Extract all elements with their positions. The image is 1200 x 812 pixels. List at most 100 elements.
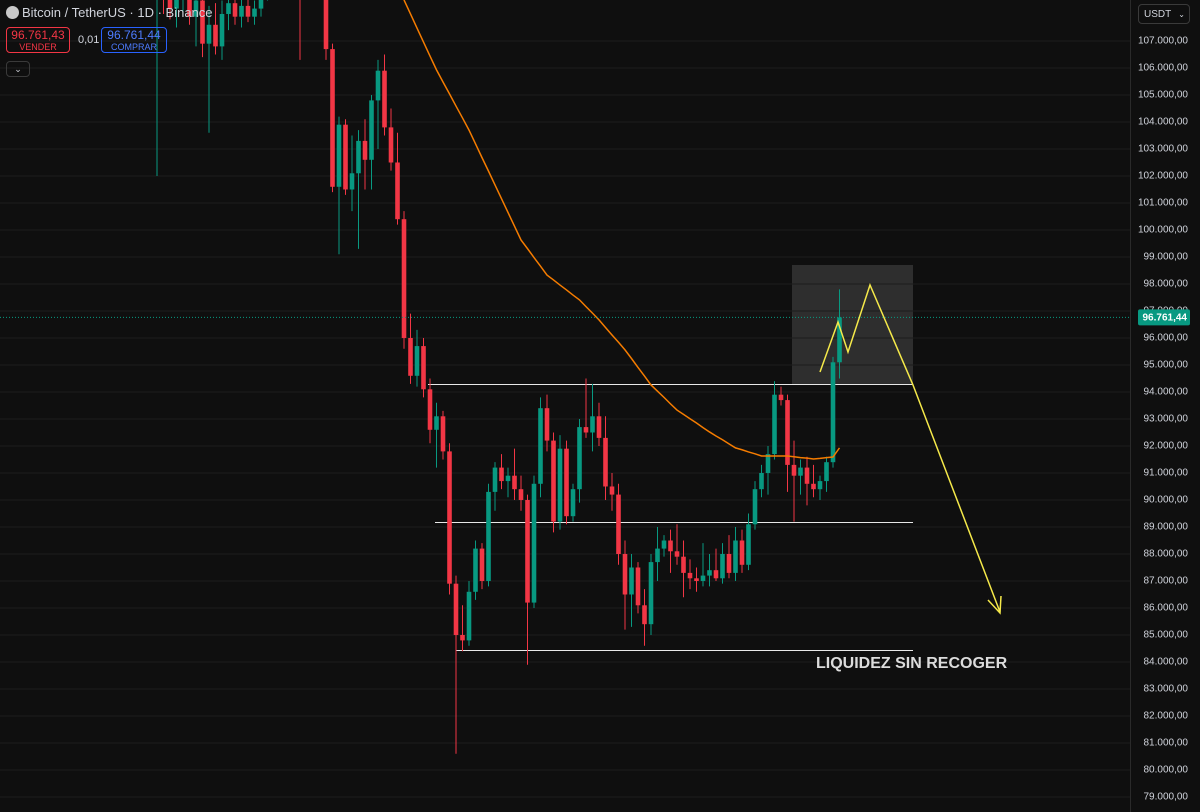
candle-body	[577, 427, 582, 490]
candle-body	[720, 553, 725, 579]
sell-button[interactable]: 96.761,43 VENDER	[6, 27, 70, 53]
projection-path	[819, 282, 1001, 613]
candle-body	[778, 394, 784, 401]
sell-price: 96.761,43	[11, 28, 65, 42]
y-tick-label: 95.000,00	[1144, 360, 1189, 371]
candle-body	[759, 472, 764, 490]
candle-body	[479, 548, 485, 581]
candle-body	[434, 416, 439, 430]
candle-body	[700, 575, 706, 581]
candle-body	[642, 605, 647, 625]
candle-body	[635, 567, 641, 606]
y-tick-label: 104.000,00	[1138, 117, 1188, 128]
candle-body	[629, 567, 634, 595]
candle-body	[245, 5, 251, 17]
candle-body	[531, 483, 537, 603]
spread: 0,01	[78, 34, 100, 46]
candle-body	[661, 540, 667, 549]
candle-body	[239, 5, 244, 17]
currency-select[interactable]: USDT ⌄	[1138, 4, 1190, 24]
candle-body	[791, 464, 797, 476]
y-tick-label: 96.000,00	[1144, 333, 1189, 344]
candle-body	[609, 486, 615, 495]
price-axis: 107.000,00 106.000,00 105.000,00 104.000,00…	[1130, 0, 1190, 812]
candle-body	[512, 475, 517, 490]
y-tick-label: 107.000,00	[1138, 36, 1188, 47]
candle-body	[687, 572, 693, 579]
candle-body	[466, 591, 472, 641]
y-tick-label: 80.000,00	[1144, 765, 1189, 776]
candle-body	[583, 427, 589, 433]
buy-button[interactable]: 96.761,44 COMPRAR	[101, 27, 167, 53]
y-tick-label: 89.000,00	[1144, 522, 1189, 533]
y-tick-label: 88.000,00	[1144, 549, 1189, 560]
y-tick-label: 105.000,00	[1138, 90, 1188, 101]
candle-body	[505, 475, 511, 482]
candle-body	[785, 400, 790, 465]
candle-body	[226, 3, 231, 14]
sell-label: VENDER	[19, 42, 57, 52]
candle-body	[395, 162, 400, 220]
candle-body	[349, 173, 355, 190]
collapse-button[interactable]: ⌄	[6, 61, 30, 77]
candle-body	[538, 408, 543, 484]
candle-body	[362, 140, 368, 160]
y-tick-label: 99.000,00	[1144, 252, 1189, 263]
candle-body	[486, 491, 491, 581]
candle-body	[668, 540, 673, 552]
candle-body	[837, 317, 842, 363]
candle-body	[752, 489, 758, 525]
candle-body	[499, 467, 504, 482]
candle-body	[655, 548, 660, 563]
candle-body	[336, 124, 342, 187]
candle-body	[232, 3, 238, 17]
y-tick-label: 93.000,00	[1144, 414, 1189, 425]
y-tick-label: 83.000,00	[1144, 684, 1189, 695]
candle-body	[551, 440, 556, 522]
plot-area	[0, 0, 1130, 798]
y-tick-label: 90.000,00	[1144, 495, 1189, 506]
candle-body	[726, 553, 732, 573]
candle-body	[830, 362, 836, 463]
candle-body	[187, 0, 192, 17]
candle-body	[369, 100, 374, 160]
candle-body	[453, 583, 459, 635]
candle-body	[590, 416, 595, 433]
candle-body	[674, 551, 680, 557]
y-tick-label: 101.000,00	[1138, 198, 1188, 209]
candle-body	[824, 462, 829, 482]
last-price-tag	[1138, 309, 1190, 326]
candle-body	[596, 416, 602, 438]
moving-average	[403, 0, 841, 460]
symbol-icon	[6, 6, 19, 19]
y-tick-label: 82.000,00	[1144, 711, 1189, 722]
candle-body	[564, 448, 569, 517]
candle-body	[765, 454, 771, 473]
symbol-bar: Bitcoin / TetherUS · 1D · Binance	[6, 5, 213, 20]
y-tick-label: 92.000,00	[1144, 441, 1189, 452]
candle-body	[798, 467, 803, 476]
candle-body	[460, 634, 465, 641]
candle-body	[167, 0, 173, 9]
y-tick-label: 106.000,00	[1138, 63, 1188, 74]
candle-body	[544, 408, 550, 441]
candle-body	[622, 553, 628, 595]
candle-body	[447, 451, 452, 584]
candle-body	[206, 24, 212, 44]
y-tick-label: 86.000,00	[1144, 603, 1189, 614]
candle-body	[375, 70, 381, 101]
y-tick-label: 103.000,00	[1138, 144, 1188, 155]
candle-body	[525, 499, 530, 603]
candle-body	[518, 489, 524, 500]
y-tick-label: 87.000,00	[1144, 576, 1189, 587]
y-tick-label: 85.000,00	[1144, 630, 1189, 641]
candle-body	[733, 540, 738, 573]
y-tick-label: 98.000,00	[1144, 279, 1189, 290]
y-tick-label: 79.000,00	[1144, 792, 1189, 803]
y-tick-label: 91.000,00	[1144, 468, 1189, 479]
candle-body	[492, 467, 498, 492]
candle-body	[811, 483, 816, 490]
candle-body	[746, 524, 751, 565]
candle-body	[213, 24, 218, 47]
